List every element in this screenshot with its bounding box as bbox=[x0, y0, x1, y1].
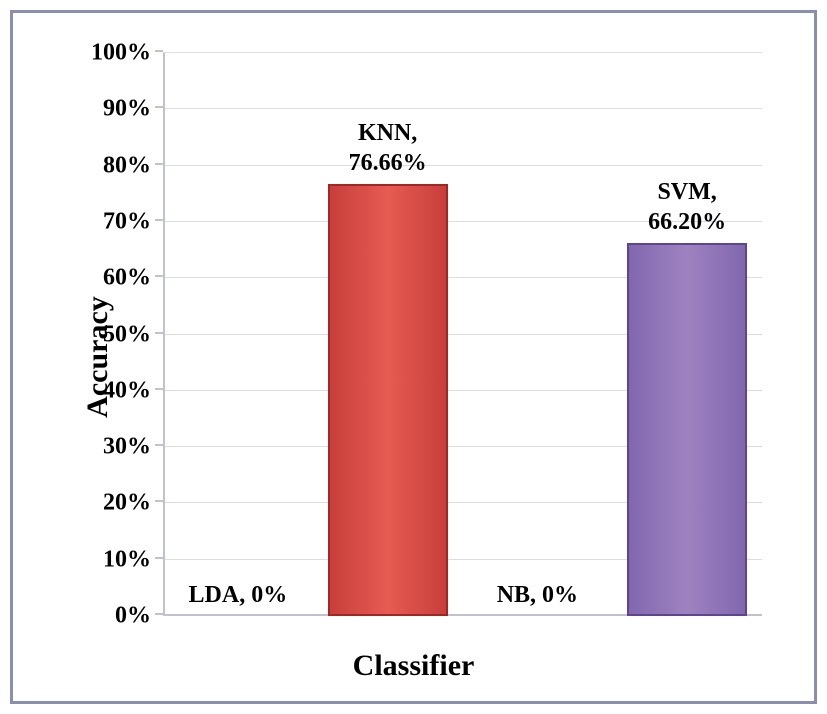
plot-area: 0%10%20%30%40%50%60%70%80%90%100%LDA, 0%… bbox=[163, 53, 762, 616]
y-tick-label: 70% bbox=[103, 208, 163, 235]
y-tick-label: 60% bbox=[103, 265, 163, 292]
y-tick-label: 90% bbox=[103, 96, 163, 123]
data-label-nb: NB, 0% bbox=[497, 580, 578, 610]
y-tick-label: 30% bbox=[103, 434, 163, 461]
bar-slot-nb: NB, 0% bbox=[463, 53, 613, 616]
data-label-svm: SVM,66.20% bbox=[648, 177, 726, 237]
bar-svm bbox=[627, 243, 747, 616]
x-axis-label: Classifier bbox=[353, 649, 475, 683]
data-label-lda: LDA, 0% bbox=[189, 580, 288, 610]
bar-slot-lda: LDA, 0% bbox=[163, 53, 313, 616]
y-tick-label: 10% bbox=[103, 546, 163, 573]
chart-container: Accuracy Classifier 0%10%20%30%40%50%60%… bbox=[10, 10, 817, 704]
bars-row: LDA, 0% KNN,76.66% NB, 0% SVM,66.20% bbox=[163, 53, 762, 616]
y-tick-label: 50% bbox=[103, 321, 163, 348]
bar-slot-svm: SVM,66.20% bbox=[612, 53, 762, 616]
y-tick-label: 20% bbox=[103, 490, 163, 517]
bar-slot-knn: KNN,76.66% bbox=[313, 53, 463, 616]
y-tick-label: 100% bbox=[91, 40, 163, 67]
y-tick-label: 40% bbox=[103, 377, 163, 404]
bar-knn bbox=[328, 184, 448, 616]
y-tick-label: 80% bbox=[103, 152, 163, 179]
y-tick-label: 0% bbox=[115, 603, 163, 630]
data-label-knn: KNN,76.66% bbox=[349, 118, 427, 178]
